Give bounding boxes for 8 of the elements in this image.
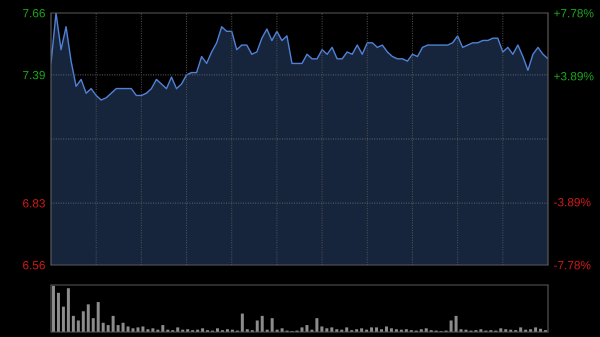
y-tick-label: 6.83 (23, 199, 45, 208)
y2-tick-label: +7.78% (554, 9, 594, 18)
y-tick-label: 7.66 (23, 9, 45, 18)
y2-tick-label: -7.78% (554, 261, 591, 270)
y2-tick-label: -3.89% (554, 198, 591, 206)
y-tick-label: 6.56 (23, 261, 45, 270)
y-tick-label: 7.39 (23, 70, 45, 80)
y2-tick-label: +3.89% (554, 72, 594, 80)
